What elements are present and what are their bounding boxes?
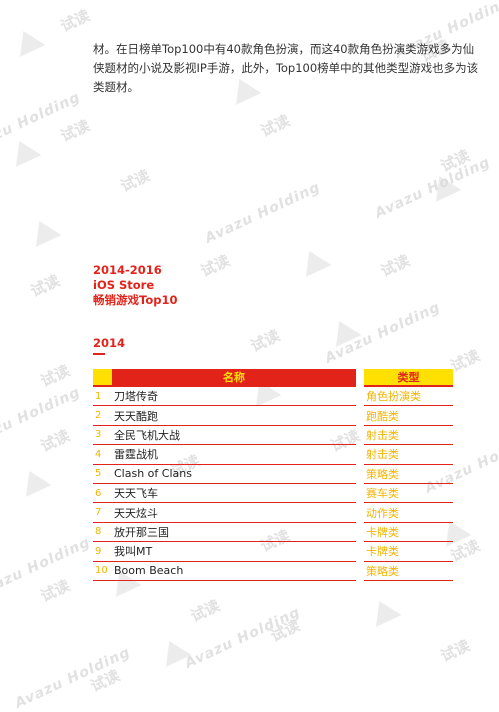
section-heading: 2014-2016 iOS Store 畅销游戏Top10 (93, 263, 177, 308)
year-label: 2014 (93, 336, 126, 350)
row-gap (356, 405, 364, 426)
row-game-name: 我叫MT (112, 541, 356, 562)
table-row: 3 全民飞机大战 射击类 (93, 425, 453, 446)
row-rank: 10 (93, 561, 112, 581)
table-row: 2 天天酷跑 跑酷类 (93, 405, 453, 426)
table-header-row: 名称 类型 (93, 369, 453, 387)
row-game-name: 天天飞车 (112, 483, 356, 504)
row-game-type: 射击类 (364, 425, 453, 446)
row-gap (356, 522, 364, 543)
row-rank: 6 (93, 483, 112, 504)
row-game-name: 放开那三国 (112, 522, 356, 543)
row-game-name: Boom Beach (112, 561, 356, 581)
row-gap (356, 425, 364, 446)
row-game-type: 角色扮演类 (364, 386, 453, 407)
row-rank: 4 (93, 444, 112, 465)
row-game-name: 刀塔传奇 (112, 386, 356, 407)
table-row: 6 天天飞车 赛车类 (93, 483, 453, 504)
row-gap (356, 561, 364, 581)
intro-paragraph: 材。在日榜单Top100中有40款角色扮演，而这40款角色扮演类游戏多为仙侠题材… (93, 42, 479, 94)
table-row: 10 Boom Beach 策略类 (93, 561, 453, 581)
row-rank: 8 (93, 522, 112, 543)
table-row: 5 Clash of Clans 策略类 (93, 464, 453, 484)
row-rank: 7 (93, 502, 112, 523)
row-game-name: 天天酷跑 (112, 405, 356, 426)
row-game-type: 策略类 (364, 561, 453, 581)
table-row: 1 刀塔传奇 角色扮演类 (93, 386, 453, 407)
header-gap (356, 369, 364, 387)
row-gap (356, 483, 364, 504)
row-game-type: 卡牌类 (364, 522, 453, 543)
row-rank: 9 (93, 541, 112, 562)
row-game-type: 策略类 (364, 464, 453, 484)
heading-years: 2014-2016 (93, 263, 162, 277)
header-type: 类型 (364, 369, 453, 387)
table-row: 9 我叫MT 卡牌类 (93, 541, 453, 562)
row-gap (356, 386, 364, 407)
ranking-table: 名称 类型 1 刀塔传奇 角色扮演类 2 天天酷跑 跑酷类 3 全民飞机大战 (93, 369, 453, 581)
row-gap (356, 502, 364, 523)
row-game-type: 赛车类 (364, 483, 453, 504)
header-rank-cell (93, 369, 112, 387)
row-game-name: 天天炫斗 (112, 502, 356, 523)
header-name: 名称 (112, 369, 356, 387)
row-game-type: 动作类 (364, 502, 453, 523)
table-row: 7 天天炫斗 动作类 (93, 502, 453, 523)
row-game-type: 卡牌类 (364, 541, 453, 562)
row-gap (356, 541, 364, 562)
table-row: 4 雷霆战机 射击类 (93, 444, 453, 465)
row-gap (356, 444, 364, 465)
table-row: 8 放开那三国 卡牌类 (93, 522, 453, 543)
row-rank: 2 (93, 405, 112, 426)
row-rank: 3 (93, 425, 112, 446)
row-rank: 5 (93, 464, 112, 484)
row-game-type: 跑酷类 (364, 405, 453, 426)
row-game-name: 全民飞机大战 (112, 425, 356, 446)
row-gap (356, 464, 364, 484)
row-rank: 1 (93, 386, 112, 407)
heading-store: iOS Store (93, 278, 155, 292)
row-game-name: 雷霆战机 (112, 444, 356, 465)
year-underline (93, 353, 105, 355)
row-game-type: 射击类 (364, 444, 453, 465)
heading-title: 畅销游戏Top10 (93, 293, 178, 307)
row-game-name: Clash of Clans (112, 464, 356, 484)
